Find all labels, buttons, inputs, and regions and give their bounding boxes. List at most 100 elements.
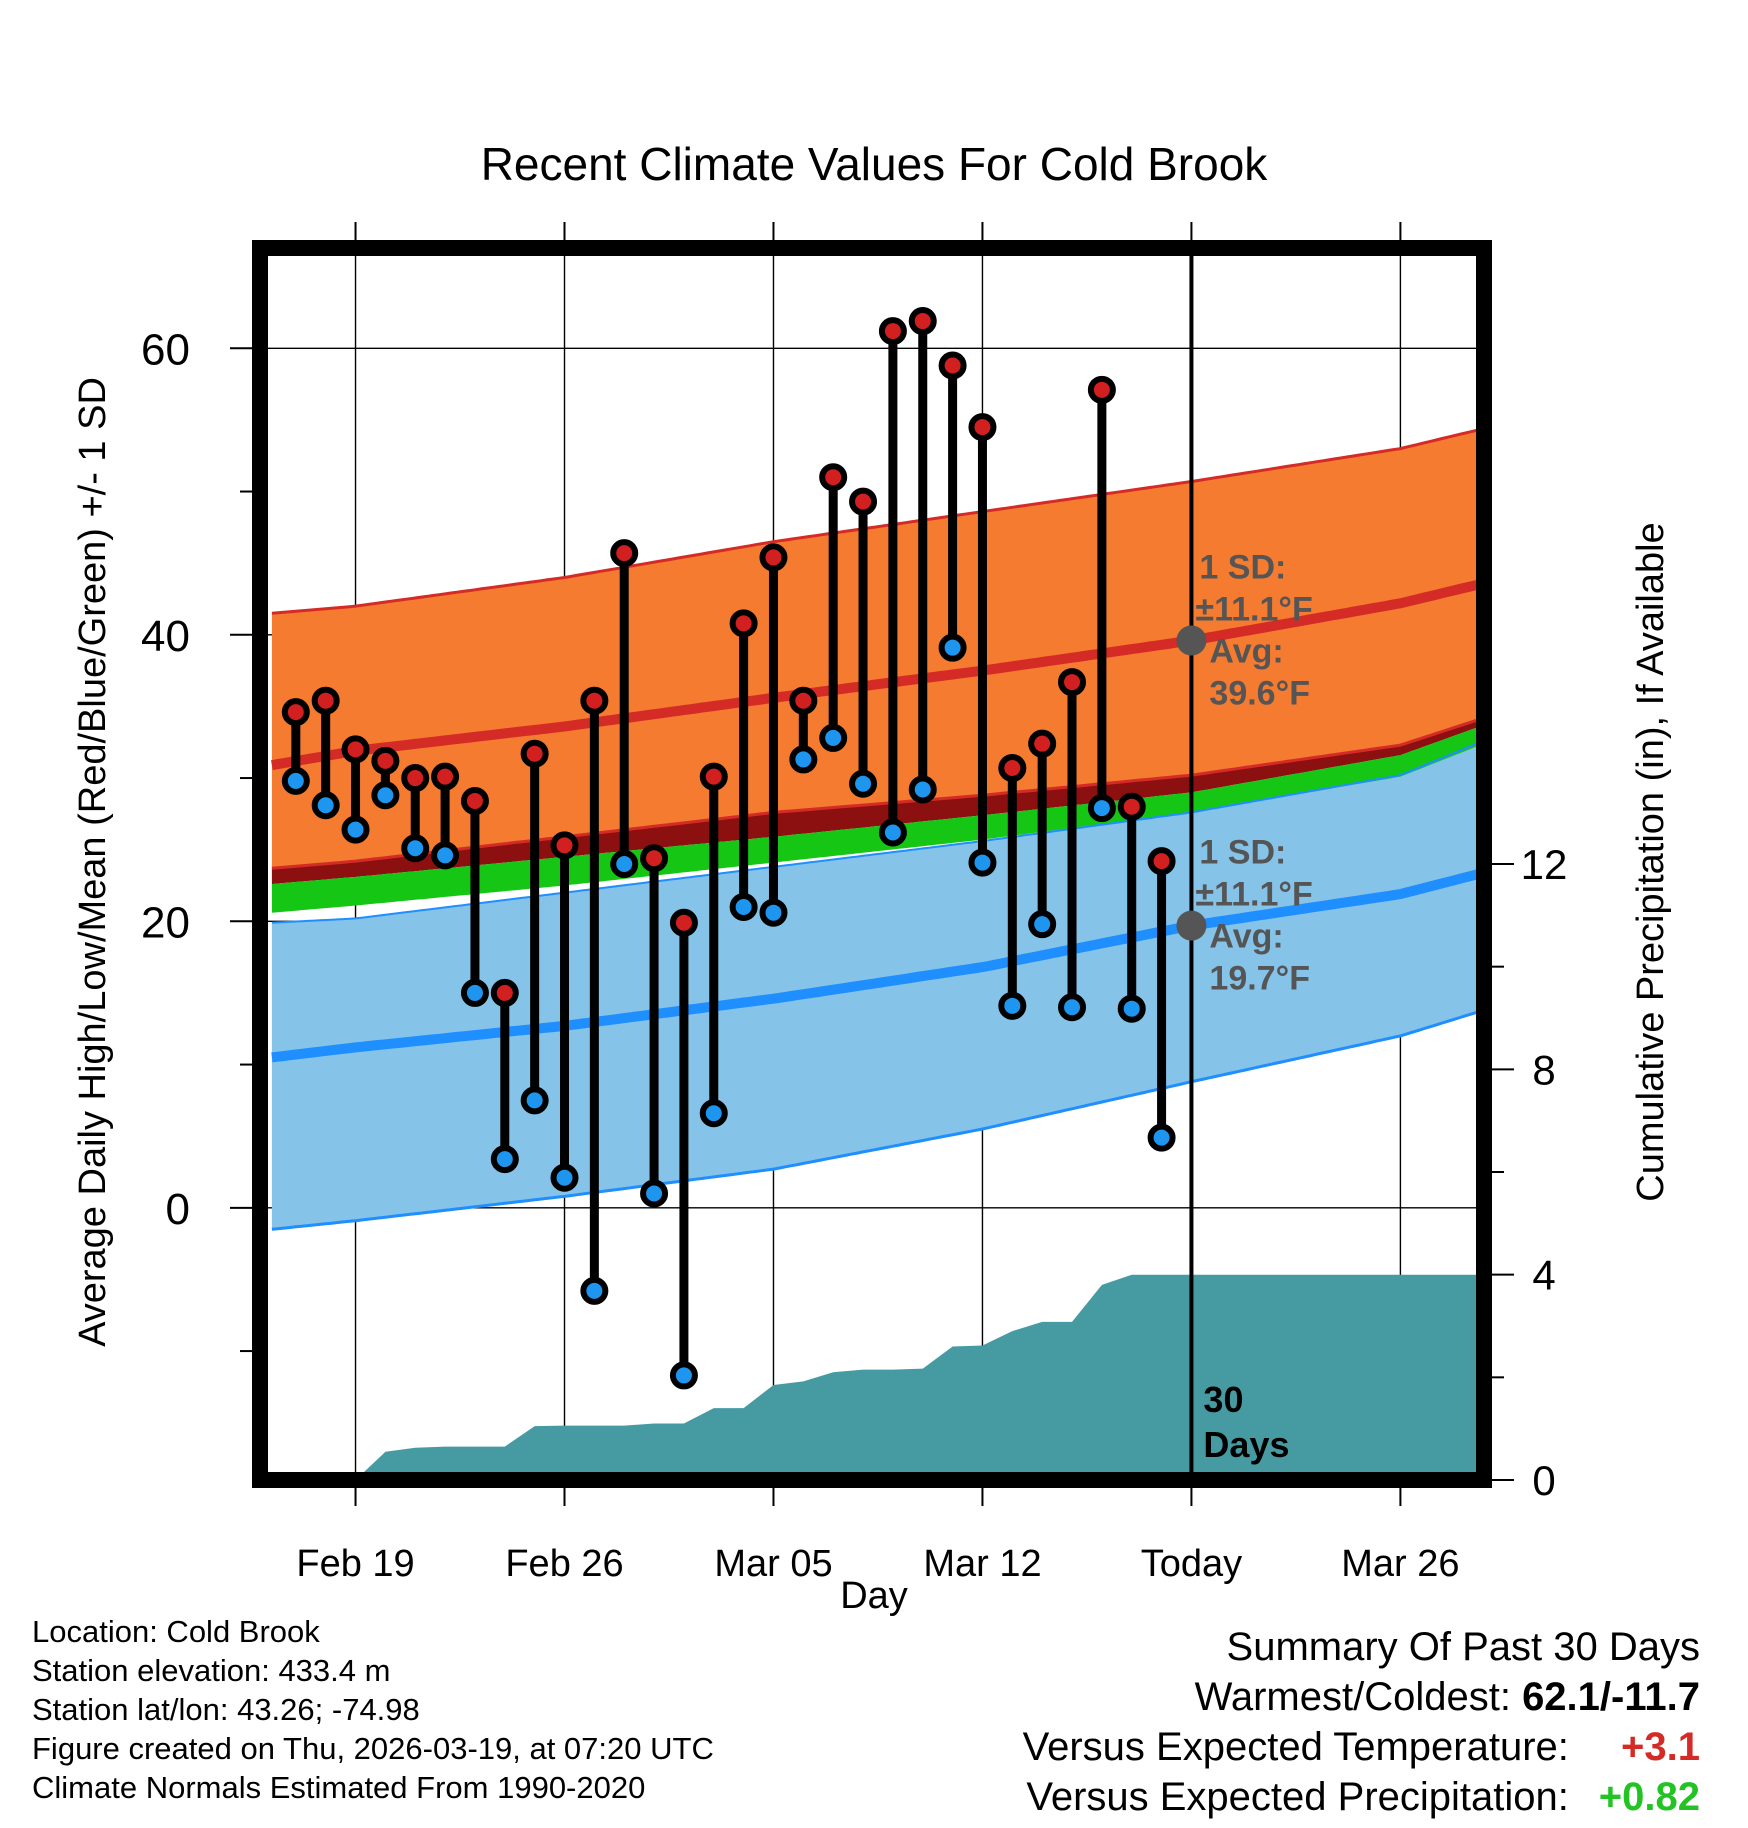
daily-high-point: [580, 686, 609, 715]
summary-precip: Versus Expected Precipitation: +0.82: [1023, 1772, 1700, 1822]
location-text: Location: Cold Brook: [32, 1614, 320, 1649]
daily-high-point: [371, 746, 400, 775]
y-tick-label: 60: [141, 325, 190, 374]
daily-low-point: [1087, 794, 1116, 823]
y2-tick-label: 12: [1521, 841, 1568, 888]
high-upper-sd-line: [271, 427, 1484, 615]
daily-low-point: [908, 775, 937, 804]
low-annotation-text: Avg:: [1209, 918, 1283, 956]
daily-high-point: [1028, 729, 1057, 758]
daily-high-point: [431, 762, 460, 791]
daily-high-point: [998, 754, 1027, 783]
daily-low-point: [1147, 1123, 1176, 1152]
daily-high-point: [669, 908, 698, 937]
daily-high-point: [729, 609, 758, 638]
daily-low-point: [490, 1145, 519, 1174]
daily-low-point: [1028, 910, 1057, 939]
warmest-value: 62.1/-11.7: [1522, 1675, 1700, 1719]
normals-text: Climate Normals Estimated From 1990-2020: [32, 1770, 646, 1805]
daily-high-point: [460, 786, 489, 815]
high-avg-marker: [1176, 625, 1207, 656]
low-avg-marker: [1176, 910, 1207, 941]
daily-high-point: [938, 351, 967, 380]
y2-tick-label: 4: [1532, 1252, 1555, 1299]
daily-low-point: [580, 1276, 609, 1305]
low-annotation-text: ±11.1°F: [1195, 876, 1312, 914]
daily-high-point: [341, 735, 370, 764]
low-lower-sd-line: [271, 1008, 1484, 1231]
summary-warmest: Warmest/Coldest: 62.1/-11.7: [1023, 1672, 1700, 1722]
high-annotation-text: ±11.1°F: [1195, 591, 1312, 629]
high-annotation-text: 39.6°F: [1209, 675, 1310, 713]
daily-high-point: [1147, 847, 1176, 876]
y2-axis-label: Cumulative Precipitation (in), If Availa…: [1630, 522, 1672, 1201]
daily-high-point: [401, 764, 430, 793]
latlon-text: Station lat/lon: 43.26; -74.98: [32, 1692, 420, 1727]
daily-high-point: [520, 739, 549, 768]
high-annotation-text: 1 SD:: [1199, 549, 1286, 587]
daily-high-point: [819, 463, 848, 492]
daily-low-point: [849, 769, 878, 798]
high-annotation-text: Avg:: [1209, 633, 1283, 671]
precip-area: [355, 1274, 1484, 1480]
daily-low-point: [520, 1086, 549, 1115]
daily-low-point: [610, 850, 639, 878]
plot-frame: [252, 240, 1492, 1488]
today-days-label: 30: [1203, 1379, 1243, 1420]
daily-low-point: [341, 815, 370, 844]
daily-high-point: [878, 317, 907, 346]
daily-low-point: [431, 841, 460, 870]
mean-normal-line: [271, 725, 1484, 913]
precip-label: Versus Expected Precipitation:: [1026, 1775, 1569, 1819]
temp-label: Versus Expected Temperature:: [1022, 1725, 1569, 1769]
summary-panel: Summary Of Past 30 Days Warmest/Coldest:…: [1023, 1622, 1700, 1822]
daily-high-point: [640, 844, 669, 873]
high-sd-band: [271, 428, 1484, 869]
low-normal-line: [271, 867, 1484, 1063]
daily-high-point: [789, 686, 818, 715]
daily-low-point: [968, 848, 997, 877]
y2-tick-label: 0: [1532, 1457, 1555, 1504]
daily-high-point: [1087, 375, 1116, 404]
summary-temp: Versus Expected Temperature: +3.1: [1023, 1722, 1700, 1772]
y-tick-label: 40: [141, 612, 190, 661]
daily-high-point: [699, 762, 728, 791]
daily-high-point: [550, 831, 579, 860]
daily-low-point: [1058, 993, 1087, 1022]
daily-high-point: [311, 686, 340, 715]
high-normal-line: [270, 578, 1484, 771]
temp-value: +3.1: [1621, 1725, 1700, 1769]
daily-low-point: [460, 978, 489, 1007]
y-tick-label: 0: [166, 1185, 190, 1234]
low-annotation-text: 19.7°F: [1209, 960, 1310, 998]
daily-high-point: [908, 307, 937, 336]
created-text: Figure created on Thu, 2026-03-19, at 07…: [32, 1731, 714, 1766]
daily-high-point: [1117, 792, 1146, 821]
daily-low-point: [401, 834, 430, 863]
daily-high-point: [490, 978, 519, 1007]
station-info: Location: Cold Brook Station elevation: …: [32, 1612, 714, 1807]
precip-value: +0.82: [1598, 1775, 1700, 1819]
x-tick-label: Feb 19: [296, 1543, 414, 1585]
daily-high-point: [610, 539, 639, 568]
daily-high-point: [759, 543, 788, 572]
daily-low-point: [938, 633, 967, 662]
daily-low-point: [819, 723, 848, 752]
daily-high-point: [281, 698, 310, 727]
climate-chart: Recent Climate Values For Cold Brook 30D…: [72, 138, 1672, 1617]
y-tick-label: 20: [141, 898, 190, 947]
chart-title: Recent Climate Values For Cold Brook: [481, 138, 1269, 190]
x-axis-label: Day: [840, 1575, 908, 1617]
daily-high-point: [1058, 668, 1087, 697]
daily-low-point: [311, 791, 340, 820]
x-tick-label: Mar 12: [923, 1543, 1041, 1585]
daily-low-point: [789, 745, 818, 774]
daily-low-point: [371, 781, 400, 810]
today-days-label: Days: [1203, 1424, 1289, 1465]
daily-low-point: [669, 1361, 698, 1390]
x-tick-label: Mar 05: [714, 1543, 832, 1585]
daily-low-point: [759, 898, 788, 927]
daily-low-point: [550, 1163, 579, 1192]
warmest-label: Warmest/Coldest:: [1194, 1675, 1511, 1719]
daily-low-point: [640, 1179, 669, 1208]
